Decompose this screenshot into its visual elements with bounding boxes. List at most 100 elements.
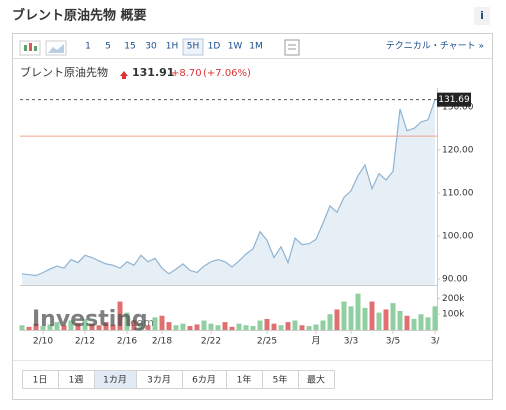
x-tick-label: 2/16 [117, 337, 137, 347]
interval-button[interactable]: 1D [208, 42, 221, 52]
interval-button[interactable]: 1W [228, 42, 243, 52]
volume-bar [187, 326, 193, 330]
volume-bar [173, 325, 179, 330]
range-label[interactable]: 1日 [33, 375, 48, 386]
volume-bar [285, 322, 291, 330]
volume-bar [110, 324, 116, 330]
volume-bar [327, 314, 333, 330]
range-button[interactable] [298, 370, 335, 389]
volume-bar [243, 325, 249, 330]
up-arrow [120, 71, 128, 79]
volume-bar [54, 322, 60, 330]
watermark-brand: Investing [32, 307, 148, 332]
volume-bar [166, 322, 172, 330]
technical-chart-link[interactable]: テクニカル・チャート » [386, 41, 484, 52]
x-tick-label: 2/22 [201, 337, 221, 347]
y-tick-label: 130.00 [442, 102, 474, 112]
last-price-box [437, 92, 471, 107]
range-label[interactable]: 1年 [237, 374, 252, 386]
quote-price: 131.91 [132, 66, 174, 79]
volume-bar [341, 301, 347, 330]
x-tick-label: 月 [311, 336, 320, 347]
volume-bar [404, 315, 410, 330]
page-title: ブレント原油先物 概要 [12, 8, 147, 24]
volume-bar [257, 320, 263, 330]
volume-bar [306, 326, 312, 330]
volume-bar [159, 315, 165, 330]
volume-bar [68, 320, 74, 330]
volume-bar [215, 325, 221, 330]
quote-change-pct: (+7.06%) [203, 68, 251, 79]
interval-button[interactable]: 30 [145, 42, 157, 52]
volume-bar [320, 320, 326, 330]
x-tick-label: 2/25 [257, 337, 277, 347]
y-tick-label: 90.00 [442, 274, 468, 284]
y-tick-label: 100.00 [442, 231, 474, 241]
volume-bar [334, 309, 340, 330]
range-label[interactable]: 5年 [273, 374, 288, 386]
volume-bar [47, 324, 53, 330]
range-label[interactable]: 最大 [307, 374, 325, 386]
watermark-suffix: .com [127, 316, 154, 329]
candle-icon[interactable] [19, 40, 41, 56]
info-button[interactable] [474, 7, 490, 25]
volume-bar [397, 311, 403, 330]
quote-change: +8.70 [171, 68, 202, 79]
x-tick-label: 3/ [431, 337, 441, 347]
volume-bar [250, 326, 256, 330]
volume-bar [411, 318, 417, 330]
volume-bar [138, 323, 144, 330]
volume-bar [33, 323, 39, 330]
volume-bar [236, 323, 242, 330]
y-tick-label: 120.00 [442, 145, 474, 155]
range-label[interactable]: 3カ月 [147, 375, 171, 386]
volume-bar [278, 325, 284, 330]
volume-bar [96, 325, 102, 330]
range-label[interactable]: 6カ月 [192, 375, 216, 386]
volume-bar [292, 320, 298, 330]
quote-name: ブレント原油先物 [20, 65, 108, 79]
interval-button[interactable]: 5 [105, 42, 111, 52]
volume-bar [82, 318, 88, 330]
volume-bar [89, 323, 95, 330]
volume-bar [299, 325, 305, 330]
x-tick-label: 3/3 [344, 337, 358, 347]
volume-bar [369, 301, 375, 330]
volume-bar [117, 301, 123, 330]
area-icon[interactable] [45, 40, 67, 56]
volume-tick-label: 100k [442, 310, 465, 320]
volume-bar [222, 322, 228, 330]
volume-bar [26, 326, 32, 330]
info-icon[interactable]: i [480, 9, 484, 22]
volume-bar [229, 326, 235, 330]
range-label[interactable]: 1カ月 [103, 375, 127, 386]
x-tick-label: 2/12 [75, 337, 95, 347]
volume-bar [362, 307, 368, 330]
price-line [21, 99, 436, 277]
x-tick-label: 2/18 [152, 337, 172, 347]
interval-button[interactable]: 1H [166, 42, 179, 52]
volume-bar [264, 318, 270, 330]
interval-button[interactable]: 1M [249, 42, 263, 52]
volume-bar [19, 325, 25, 330]
volume-bar [390, 303, 396, 330]
volume-bar [103, 322, 109, 330]
volume-bar [313, 324, 319, 330]
range-label[interactable]: 1週 [69, 375, 84, 386]
volume-tick-label: 200k [442, 294, 465, 304]
volume-bar [61, 325, 67, 330]
y-tick-label: 110.00 [442, 188, 474, 198]
interval-button[interactable]: 1 [85, 42, 91, 52]
volume-bar [145, 325, 151, 330]
volume-bar [152, 317, 158, 330]
volume-bar [201, 320, 207, 330]
interval-button[interactable]: 15 [124, 42, 135, 52]
interval-selected [182, 38, 204, 56]
settings-icon[interactable] [284, 39, 300, 56]
volume-bar [355, 293, 361, 330]
interval-button[interactable]: 5H [187, 42, 200, 52]
volume-bar [131, 320, 137, 330]
last-price-label: 131.69 [438, 95, 470, 105]
x-tick-label: 3/5 [386, 337, 400, 347]
